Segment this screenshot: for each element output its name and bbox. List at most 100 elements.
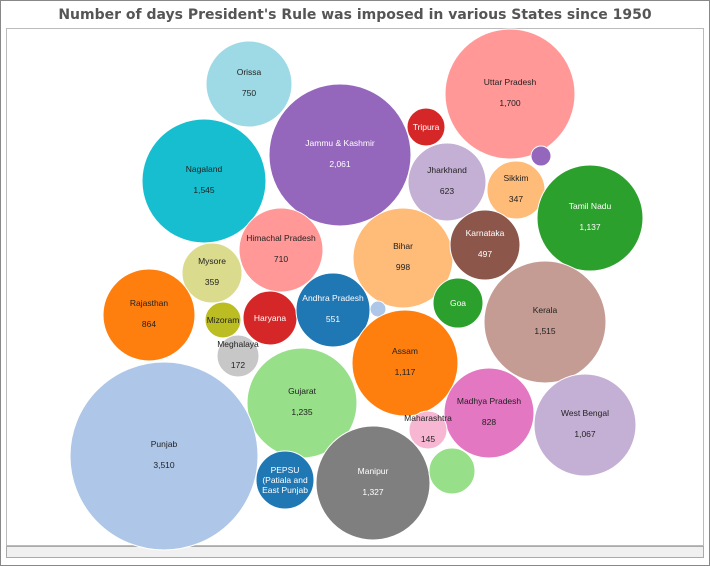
bubble-label: Karnataka: [466, 228, 505, 238]
bubble-nagaland[interactable]: Nagaland 1,545: [141, 118, 267, 244]
bubble-assam[interactable]: Assam 1,117: [351, 309, 459, 417]
bubble-circle[interactable]: [530, 145, 552, 167]
bubble-circle[interactable]: [351, 309, 459, 417]
bubble-label: Meghalaya: [217, 339, 259, 349]
bubble-value: 623: [440, 186, 454, 196]
bubble-value: 998: [396, 262, 410, 272]
bubble-value: 1,515: [534, 326, 556, 336]
bubble-label: Nagaland: [186, 164, 223, 174]
bubble-karnataka[interactable]: Karnataka 497: [449, 209, 521, 281]
bubble-value: 497: [478, 249, 492, 259]
bubble-uttar-pradesh[interactable]: Uttar Pradesh 1,700: [444, 28, 576, 160]
bubble-goa[interactable]: Goa: [432, 277, 484, 329]
bubble-label: Tripura: [413, 122, 440, 132]
bubble-circle[interactable]: [406, 107, 446, 147]
bubble-tamil-nadu[interactable]: Tamil Nadu 1,137: [536, 164, 644, 272]
bubble-value: 1,235: [291, 407, 313, 417]
bubble-label: Mysore: [198, 256, 226, 266]
bubble-label: Haryana: [254, 313, 286, 323]
bubble-value: 864: [142, 319, 156, 329]
bubble-label: Bihar: [393, 241, 413, 251]
bubble-value: 828: [482, 417, 496, 427]
bubble-label: Punjab: [151, 439, 178, 449]
bubble-circle[interactable]: [444, 28, 576, 160]
bubble-label: Uttar Pradesh: [484, 77, 537, 87]
bubble-label: Manipur: [358, 466, 389, 476]
bubble-haryana[interactable]: Haryana: [242, 290, 298, 346]
bubble-circle[interactable]: [533, 373, 637, 477]
bubble-madhya-pradesh[interactable]: Madhya Pradesh 828: [443, 367, 535, 459]
bubble-himachal-pradesh[interactable]: Himachal Pradesh 710: [238, 207, 324, 293]
bubble-circle[interactable]: [141, 118, 267, 244]
bubble-value: 1,327: [362, 487, 384, 497]
bubble-circle[interactable]: [181, 242, 243, 304]
bubble-maharashtra[interactable]: Maharashtra 145: [404, 410, 452, 450]
bubble-value: 1,117: [395, 367, 416, 377]
bubble-label: Andhra Pradesh: [302, 293, 364, 303]
bubble-circle[interactable]: [69, 361, 259, 551]
bubble-value: 172: [231, 360, 245, 370]
bubble-label: Himachal Pradesh: [246, 233, 316, 243]
bubble-jharkhand[interactable]: Jharkhand 623: [407, 142, 487, 222]
bubble-circle[interactable]: [204, 301, 242, 339]
bubble-circle[interactable]: [216, 334, 260, 378]
bubble-unlabeled[interactable]: [530, 145, 552, 167]
bubble-label: Jammu & Kashmir: [305, 138, 375, 148]
bubble-label: Jharkhand: [427, 165, 467, 175]
bubble-label: Tamil Nadu: [569, 201, 612, 211]
bubble-andhra-pradesh[interactable]: Andhra Pradesh 551: [295, 272, 371, 348]
bubble-label: Sikkim: [503, 173, 528, 183]
bubble-label: Mizoram: [207, 315, 240, 325]
bubble-circle[interactable]: [102, 268, 196, 362]
bubble-label: Orissa: [237, 67, 262, 77]
chart-frame: [6, 28, 704, 546]
bubble-sikkim[interactable]: Sikkim 347: [486, 160, 546, 220]
bubble-circle[interactable]: [536, 164, 644, 272]
bubble-tripura[interactable]: Tripura: [406, 107, 446, 147]
bubble-manipur[interactable]: Manipur 1,327: [315, 425, 431, 541]
bubble-kerala[interactable]: Kerala 1,515: [483, 260, 607, 384]
bubble-circle[interactable]: [268, 83, 412, 227]
bubble-value: 359: [205, 277, 219, 287]
bubble-circle[interactable]: [432, 277, 484, 329]
bubble-mysore[interactable]: Mysore 359: [181, 242, 243, 304]
bubble-circle[interactable]: [407, 142, 487, 222]
bubble-label: PEPSU: [271, 465, 300, 475]
bubble-circle[interactable]: [443, 367, 535, 459]
bubble-circle[interactable]: [428, 447, 476, 495]
bubble-label: Madhya Pradesh: [457, 396, 522, 406]
bubble-value: 2,061: [329, 159, 351, 169]
bubble-value: 1,545: [193, 185, 215, 195]
bubble-unlabeled[interactable]: [428, 447, 476, 495]
bubble-punjab[interactable]: Punjab 3,510: [69, 361, 259, 551]
bubble-circle[interactable]: [205, 40, 293, 128]
bubble-label: Kerala: [533, 305, 558, 315]
bubble-circle[interactable]: [486, 160, 546, 220]
bubble-circle[interactable]: [408, 410, 448, 450]
bubble-circle[interactable]: [315, 425, 431, 541]
bubble-label: Assam: [392, 346, 418, 356]
bubble-value: 750: [242, 88, 256, 98]
bubble-label: Maharashtra: [404, 413, 452, 423]
bubble-label: Rajasthan: [130, 298, 169, 308]
bubble-label: West Bengal: [561, 408, 609, 418]
bubble-circle[interactable]: [449, 209, 521, 281]
bubble-orissa[interactable]: Orissa 750: [205, 40, 293, 128]
bubble-value: 145: [421, 434, 435, 444]
bubble-value: 1,067: [574, 429, 596, 439]
bubble-circle[interactable]: [255, 450, 315, 510]
bubble-rajasthan[interactable]: Rajasthan 864: [102, 268, 196, 362]
bubble-meghalaya[interactable]: Meghalaya 172: [216, 334, 260, 378]
bubble-label: Goa: [450, 298, 466, 308]
bubble-circle[interactable]: [238, 207, 324, 293]
bubble-jammu-kashmir[interactable]: Jammu & Kashmir 2,061: [268, 83, 412, 227]
bubble-circle[interactable]: [483, 260, 607, 384]
bubble-label: East Punjab: [262, 485, 308, 495]
bubble-label: Gujarat: [288, 386, 317, 396]
bubble-label: (Patiala and: [262, 475, 308, 485]
bubble-west-bengal[interactable]: West Bengal 1,067: [533, 373, 637, 477]
bubble-mizoram[interactable]: Mizoram: [204, 301, 242, 339]
bubble-value: 347: [509, 194, 523, 204]
